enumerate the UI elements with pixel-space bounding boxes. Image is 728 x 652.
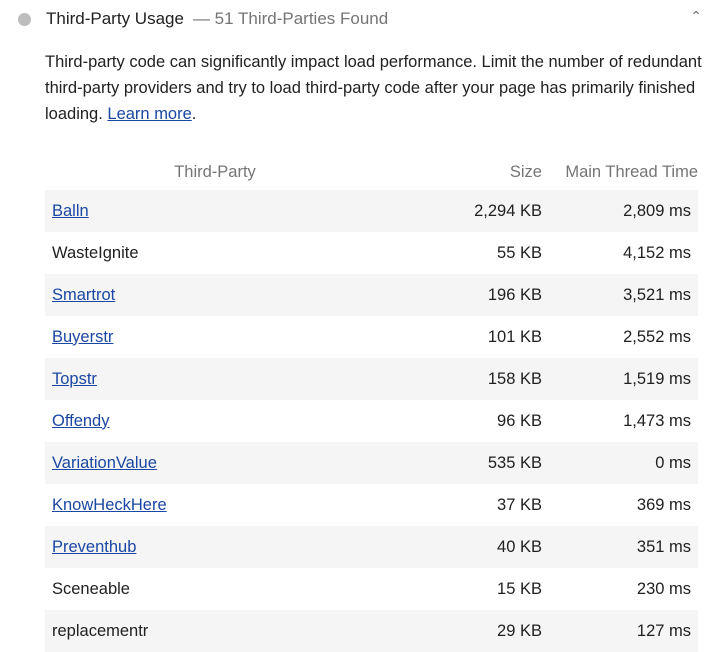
size-cell: 2,294 KB — [474, 201, 542, 220]
table-row: Smartrot 196 KB 3,521 ms — [45, 274, 698, 316]
audit-description: Third-party code can significantly impac… — [45, 49, 705, 127]
third-party-link[interactable]: KnowHeckHere — [52, 495, 167, 514]
table-row: Buyerstr 101 KB 2,552 ms — [45, 316, 698, 358]
description-text: Third-party code can significantly impac… — [45, 53, 702, 123]
size-cell: 15 KB — [497, 579, 542, 598]
third-party-cell: WasteIgnite — [45, 232, 385, 274]
third-party-cell: Preventhub — [45, 526, 385, 568]
column-header-third-party: Third-Party — [174, 162, 256, 181]
table-header-row: Third-Party Size Main Thread Time — [45, 154, 698, 190]
third-party-cell: KnowHeckHere — [45, 484, 385, 526]
size-cell: 535 KB — [487, 453, 542, 472]
third-party-link[interactable]: Preventhub — [52, 537, 137, 556]
third-party-cell: VariationValue — [45, 442, 385, 484]
third-party-cell: Sceneable — [45, 568, 385, 610]
third-party-link[interactable]: Offendy — [52, 411, 110, 430]
third-party-cell: Balln — [45, 190, 385, 232]
description-period: . — [191, 105, 197, 123]
size-cell: 40 KB — [497, 537, 542, 556]
main-thread-time-cell: 1,519 ms — [623, 369, 691, 388]
table-row: replacementr 29 KB 127 ms — [45, 610, 698, 652]
size-cell: 101 KB — [487, 327, 542, 346]
column-header-main-thread-time: Main Thread Time — [565, 162, 698, 181]
size-cell: 55 KB — [497, 243, 542, 262]
main-thread-time-cell: 2,552 ms — [623, 327, 691, 346]
main-thread-time-cell: 4,152 ms — [623, 243, 691, 262]
size-cell: 96 KB — [497, 411, 542, 430]
audit-header[interactable]: Third-Party Usage — 51 Third-Parties Fou… — [18, 6, 708, 32]
size-cell: 196 KB — [487, 285, 542, 304]
third-party-cell: Smartrot — [45, 274, 385, 316]
third-party-cell: Offendy — [45, 400, 385, 442]
size-cell: 29 KB — [497, 621, 542, 640]
table-row: WasteIgnite 55 KB 4,152 ms — [45, 232, 698, 274]
third-party-link[interactable]: Balln — [52, 201, 89, 220]
table-row: Preventhub 40 KB 351 ms — [45, 526, 698, 568]
table-row: VariationValue 535 KB 0 ms — [45, 442, 698, 484]
main-thread-time-cell: 369 ms — [636, 495, 691, 514]
main-thread-time-cell: 351 ms — [636, 537, 691, 556]
column-header-size: Size — [509, 162, 542, 181]
third-party-name: Sceneable — [52, 579, 130, 598]
main-thread-time-cell: 1,473 ms — [623, 411, 691, 430]
third-party-link[interactable]: Smartrot — [52, 285, 116, 304]
table-row: Sceneable 15 KB 230 ms — [45, 568, 698, 610]
main-thread-time-cell: 0 ms — [655, 453, 691, 472]
third-party-cell: replacementr — [45, 610, 385, 652]
main-thread-time-cell: 2,809 ms — [623, 201, 691, 220]
learn-more-link[interactable]: Learn more — [107, 105, 192, 123]
third-party-name: replacementr — [52, 621, 149, 640]
table-row: KnowHeckHere 37 KB 369 ms — [45, 484, 698, 526]
table-row: Balln 2,294 KB 2,809 ms — [45, 190, 698, 232]
third-party-link[interactable]: Buyerstr — [52, 327, 114, 346]
main-thread-time-cell: 230 ms — [636, 579, 691, 598]
audit-title: Third-Party Usage — [46, 9, 184, 28]
audit-display-value: — 51 Third-Parties Found — [192, 9, 389, 28]
size-cell: 158 KB — [487, 369, 542, 388]
table-row: Topstr 158 KB 1,519 ms — [45, 358, 698, 400]
third-party-link[interactable]: Topstr — [52, 369, 97, 388]
third-party-cell: Buyerstr — [45, 316, 385, 358]
main-thread-time-cell: 3,521 ms — [623, 285, 691, 304]
third-party-cell: Topstr — [45, 358, 385, 400]
status-dot-icon — [18, 12, 31, 26]
third-party-link[interactable]: VariationValue — [52, 453, 157, 472]
table-row: Offendy 96 KB 1,473 ms — [45, 400, 698, 442]
third-party-table: Third-Party Size Main Thread Time Balln 2… — [45, 154, 698, 652]
size-cell: 37 KB — [497, 495, 542, 514]
third-party-name: WasteIgnite — [52, 243, 139, 262]
main-thread-time-cell: 127 ms — [636, 621, 691, 640]
chevron-up-icon[interactable]: ⌃ — [690, 8, 702, 24]
